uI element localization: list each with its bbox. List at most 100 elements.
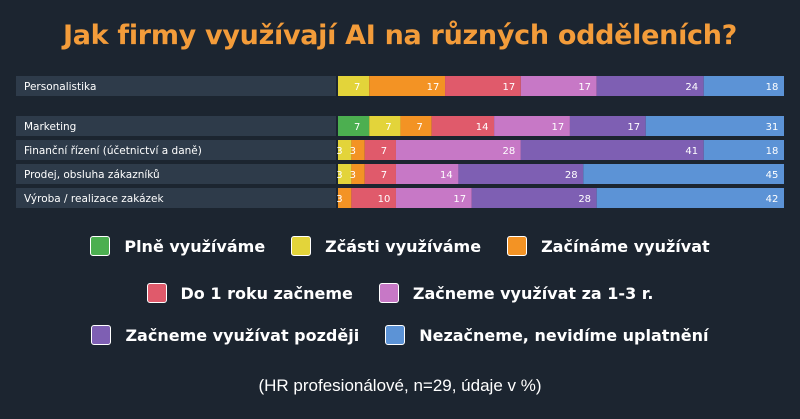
bar-segment <box>338 140 352 160</box>
bar-segment <box>351 164 365 184</box>
legend-swatch <box>507 236 528 256</box>
legend-label: Plně využíváme <box>124 236 266 256</box>
data-label: 31 <box>766 122 779 133</box>
legend-label: Nezačneme, nevidíme uplatnění <box>419 325 709 345</box>
category-label-bg <box>16 140 336 160</box>
legend-item-plne-vyuzivame: Plně využíváme <box>90 236 265 256</box>
bar-segment <box>569 116 646 136</box>
category-label: Výroba / realizace zakázek <box>24 193 165 205</box>
data-label: 3 <box>336 170 342 181</box>
category-label: Personalistika <box>24 81 96 93</box>
bar-row: Prodej, obsluha zákazníků 3 3 7 14 28 45 <box>16 164 784 184</box>
bar-segment <box>400 116 432 136</box>
data-label: 28 <box>578 194 591 205</box>
bar-segment <box>494 116 570 136</box>
bar-segment <box>364 140 396 160</box>
bar-row: Marketing 7 7 7 14 17 17 31 <box>16 116 784 136</box>
bar-segment <box>338 164 352 184</box>
data-label: 3 <box>336 194 342 205</box>
legend-row-3: Začneme využívat později Nezačneme, nevi… <box>0 325 800 345</box>
bar-segment <box>458 164 584 184</box>
bar-segment <box>395 140 521 160</box>
bar-segment <box>645 116 784 136</box>
category-label-bg <box>16 164 336 184</box>
bar-segment <box>596 76 704 96</box>
data-label: 7 <box>354 82 360 93</box>
data-label: 24 <box>685 82 698 93</box>
data-label: 18 <box>766 82 779 93</box>
bar-row: Finanční řízení (účetnictví a daně) 3 3 7 28… <box>16 140 784 160</box>
category-label: Prodej, obsluha zákazníků <box>24 169 160 181</box>
data-label: 3 <box>350 170 356 181</box>
bar-segment <box>445 76 521 96</box>
data-label: 41 <box>685 146 698 157</box>
data-label: 10 <box>378 194 391 205</box>
legend-item-zcasti-vyuzivame: Zčásti využíváme <box>291 236 481 256</box>
data-label: 17 <box>453 194 466 205</box>
category-label: Marketing <box>24 121 76 133</box>
data-label: 17 <box>552 122 565 133</box>
legend-swatch <box>378 283 399 303</box>
data-label: 7 <box>381 170 387 181</box>
bar-segment <box>520 140 704 160</box>
data-label: 28 <box>502 146 515 157</box>
legend-swatch <box>291 236 312 256</box>
bar-segment <box>364 164 396 184</box>
legend-item-nezacneme: Nezačneme, nevidíme uplatnění <box>385 325 709 345</box>
data-label: 17 <box>578 82 591 93</box>
legend-swatch <box>91 325 112 345</box>
bar-segment <box>520 76 597 96</box>
legend-label: Začneme využívat za 1-3 r. <box>412 283 654 303</box>
data-label: 18 <box>766 146 779 157</box>
category-label-bg <box>16 116 336 136</box>
data-label: 17 <box>627 122 640 133</box>
bar-segment <box>395 188 472 208</box>
bar-row: Personalistika 7 17 17 17 24 18 <box>16 76 784 96</box>
bar-segment <box>431 116 495 136</box>
bar-row: Výroba / realizace zakázek 3 10 17 28 42 <box>16 188 784 208</box>
legend-item-pozdeji: Začneme využívat později <box>91 325 359 345</box>
chart-title: Jak firmy využívají AI na různých odděle… <box>62 20 738 51</box>
bar-segment <box>369 76 446 96</box>
bar-segment <box>351 140 365 160</box>
bar-segment <box>703 140 784 160</box>
legend-label: Do 1 roku začneme <box>180 283 353 303</box>
category-label-bg <box>16 76 336 96</box>
legend-row-2: Do 1 roku začneme Začneme využívat za 1-… <box>0 283 800 303</box>
legend-item-do-1-roku: Do 1 roku začneme <box>146 283 353 303</box>
legend-label: Začínáme využívat <box>541 236 710 256</box>
data-label: 14 <box>440 170 453 181</box>
bar-segment <box>351 188 396 208</box>
bar-segment <box>369 116 401 136</box>
bar-segment <box>338 116 370 136</box>
data-label: 28 <box>565 170 578 181</box>
data-label: 45 <box>766 170 779 181</box>
bar-segment <box>596 188 784 208</box>
legend-swatch <box>146 283 167 303</box>
bar-segment <box>471 188 597 208</box>
legend-item-zaciname-vyuzivat: Začínáme využívat <box>507 236 710 256</box>
data-label: 7 <box>385 122 391 133</box>
data-label: 3 <box>336 146 342 157</box>
legend-swatch <box>385 325 406 345</box>
legend-item-za-1-3-roky: Začneme využívat za 1-3 r. <box>378 283 654 303</box>
data-label: 7 <box>381 146 387 157</box>
category-label: Finanční řízení (účetnictví a daně) <box>24 145 202 157</box>
legend-row-1: Plně využíváme Zčásti využíváme Začínáme… <box>0 236 800 256</box>
legend-swatch <box>90 236 111 256</box>
footnote: (HR profesionálové, n=29, údaje v %) <box>258 376 542 395</box>
category-label-bg <box>16 188 336 208</box>
data-label: 14 <box>476 122 489 133</box>
data-label: 17 <box>427 82 440 93</box>
legend-label: Začneme využívat později <box>125 325 360 345</box>
bar-segment <box>338 76 370 96</box>
bar-segment <box>338 188 352 208</box>
bar-segment <box>583 164 784 184</box>
data-label: 3 <box>350 146 356 157</box>
legend-label: Zčásti využíváme <box>325 236 482 256</box>
bar-segment <box>395 164 459 184</box>
bar-segment <box>703 76 784 96</box>
data-label: 7 <box>416 122 422 133</box>
data-label: 17 <box>502 82 515 93</box>
